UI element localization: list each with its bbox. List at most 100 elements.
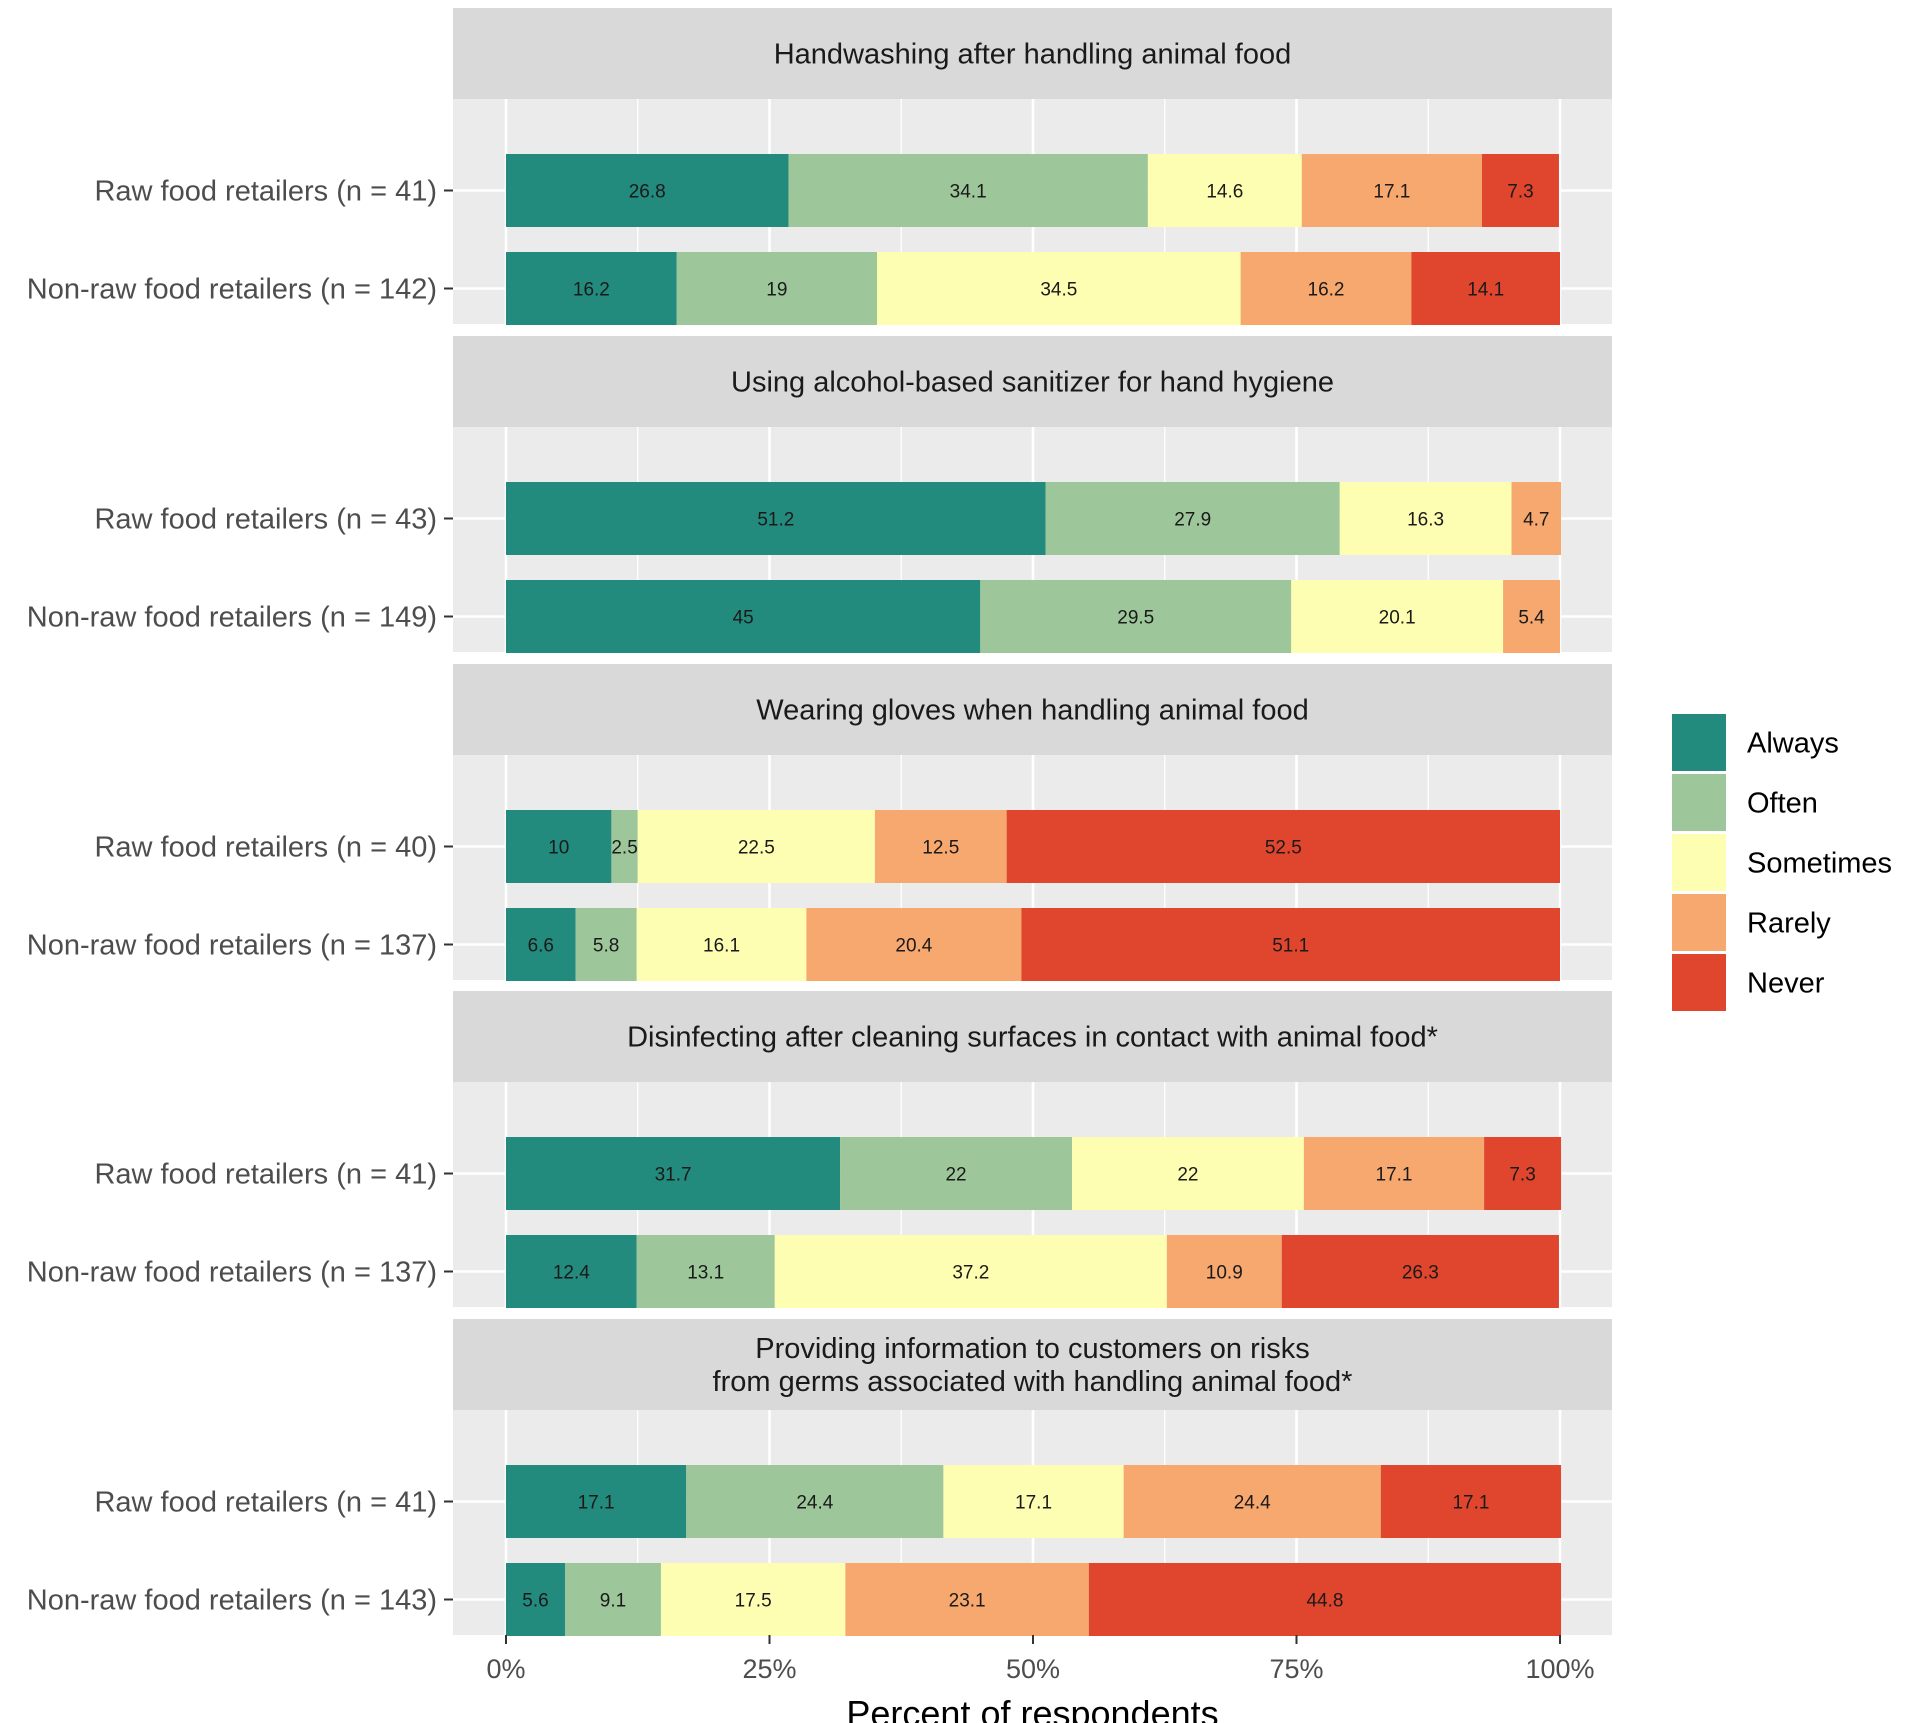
bar-segment-label: 20.1 xyxy=(1379,608,1416,629)
bar-segment-always xyxy=(506,1563,566,1636)
legend-label: Always xyxy=(1747,728,1839,760)
row-label: Raw food retailers (n = 41) xyxy=(94,1487,437,1519)
bar-segment-never xyxy=(1380,1465,1562,1538)
bar-segment-sometimes xyxy=(1147,154,1302,227)
bar-segment-never xyxy=(1484,1137,1562,1210)
row-label: Raw food retailers (n = 43) xyxy=(94,504,437,536)
x-tick-label: 0% xyxy=(486,1654,525,1684)
bar-segment-label: 44.8 xyxy=(1306,1591,1343,1612)
bar-segment-never xyxy=(1021,908,1560,981)
bar-segment-label: 5.4 xyxy=(1518,608,1545,629)
bar-segment-sometimes xyxy=(637,810,875,883)
panel-title: Providing information to customers on ri… xyxy=(755,1333,1309,1365)
bar-segment-never xyxy=(1281,1235,1559,1308)
bar-segment-often xyxy=(575,908,637,981)
bar-segment-label: 16.2 xyxy=(1308,280,1345,301)
bar-segment-label: 5.8 xyxy=(593,936,619,957)
bar-segment-rarely xyxy=(1240,252,1412,325)
bar-segment-label: 5.6 xyxy=(522,1591,548,1612)
bar-segment-rarely xyxy=(806,908,1022,981)
panel-title: Using alcohol-based sanitizer for hand h… xyxy=(731,367,1334,399)
bar-segment-never xyxy=(1088,1563,1562,1636)
bar-segment-always xyxy=(506,482,1046,555)
bar-segment-label: 27.9 xyxy=(1174,510,1211,531)
legend-key-often xyxy=(1672,774,1726,831)
bar-segment-sometimes xyxy=(877,252,1241,325)
bar-segment-label: 17.1 xyxy=(1015,1493,1052,1514)
bar-segment-often xyxy=(980,580,1292,653)
bar-segment-label: 12.4 xyxy=(553,1263,590,1284)
bar-segment-often xyxy=(676,252,878,325)
legend-label: Often xyxy=(1747,788,1818,820)
bar-segment-label: 12.5 xyxy=(922,838,959,859)
bar-segment-label: 51.1 xyxy=(1272,936,1309,957)
bar-segment-label: 17.1 xyxy=(1376,1165,1413,1186)
panel-title: Disinfecting after cleaning surfaces in … xyxy=(627,1022,1438,1054)
bar-segment-rarely xyxy=(845,1563,1089,1636)
bar-segment-label: 22 xyxy=(1177,1165,1198,1186)
bar-segment-rarely xyxy=(874,810,1007,883)
bar-segment-label: 29.5 xyxy=(1117,608,1154,629)
bar-segment-label: 24.4 xyxy=(796,1493,833,1514)
bar-segment-label: 6.6 xyxy=(528,936,554,957)
bar-segment-sometimes xyxy=(774,1235,1167,1308)
bar-segment-label: 10.9 xyxy=(1206,1263,1243,1284)
bar-segment-sometimes xyxy=(1071,1137,1304,1210)
bar-segment-never xyxy=(1482,154,1559,227)
bar-segment-label: 45 xyxy=(733,608,754,629)
row-label: Non-raw food retailers (n = 137) xyxy=(27,930,437,962)
bar-segment-sometimes xyxy=(1291,580,1504,653)
bar-segment-label: 16.2 xyxy=(573,280,610,301)
panel-title: Wearing gloves when handling animal food xyxy=(756,695,1308,727)
bar-segment-label: 37.2 xyxy=(952,1263,989,1284)
bar-segment-label: 13.1 xyxy=(687,1263,724,1284)
bar-segment-rarely xyxy=(1303,1137,1485,1210)
panel-strip xyxy=(453,8,1612,99)
bar-segment-label: 22 xyxy=(945,1165,966,1186)
bar-segment-sometimes xyxy=(1339,482,1512,555)
bar-segment-label: 26.3 xyxy=(1402,1263,1439,1284)
bar-segment-always xyxy=(506,810,612,883)
bar-segment-label: 14.1 xyxy=(1467,280,1504,301)
bar-segment-label: 31.7 xyxy=(655,1165,692,1186)
bar-segment-always xyxy=(506,1137,841,1210)
legend-key-never xyxy=(1672,954,1726,1011)
bar-segment-label: 16.1 xyxy=(703,936,740,957)
bar-segment-label: 17.1 xyxy=(1452,1493,1489,1514)
bar-segment-sometimes xyxy=(636,908,807,981)
bar-segment-label: 52.5 xyxy=(1265,838,1302,859)
bar-segment-label: 23.1 xyxy=(949,1591,986,1612)
bar-segment-label: 34.5 xyxy=(1040,280,1077,301)
legend-label: Never xyxy=(1747,968,1825,1000)
bar-segment-often xyxy=(686,1465,944,1538)
bar-segment-sometimes xyxy=(660,1563,846,1636)
bar-segment-rarely xyxy=(1511,482,1562,555)
legend-key-sometimes xyxy=(1672,834,1726,891)
legend-key-rarely xyxy=(1672,894,1726,951)
legend-key-always xyxy=(1672,714,1726,771)
row-label: Non-raw food retailers (n = 143) xyxy=(27,1585,437,1617)
bar-segment-label: 34.1 xyxy=(950,182,987,203)
row-label: Non-raw food retailers (n = 142) xyxy=(27,274,437,306)
bar-segment-always xyxy=(506,908,576,981)
bar-segment-rarely xyxy=(1166,1235,1282,1308)
bar-segment-label: 51.2 xyxy=(757,510,794,531)
bar-segment-often xyxy=(840,1137,1072,1210)
bar-segment-rarely xyxy=(1301,154,1483,227)
x-tick-label: 75% xyxy=(1269,1654,1323,1684)
bar-segment-label: 19 xyxy=(766,280,787,301)
panel-strip xyxy=(453,1319,1612,1410)
x-axis-title: Percent of respondents xyxy=(846,1693,1218,1723)
bar-segment-label: 14.6 xyxy=(1206,182,1243,203)
bar-segment-label: 10 xyxy=(548,838,569,859)
row-label: Non-raw food retailers (n = 149) xyxy=(27,602,437,634)
bar-segment-label: 26.8 xyxy=(629,182,666,203)
bar-segment-often xyxy=(611,810,638,883)
bar-segment-label: 7.3 xyxy=(1507,182,1533,203)
bar-segment-label: 20.4 xyxy=(895,936,932,957)
bar-segment-always xyxy=(506,252,677,325)
row-label: Raw food retailers (n = 40) xyxy=(94,832,437,864)
row-label: Raw food retailers (n = 41) xyxy=(94,176,437,208)
row-label: Non-raw food retailers (n = 137) xyxy=(27,1257,437,1289)
